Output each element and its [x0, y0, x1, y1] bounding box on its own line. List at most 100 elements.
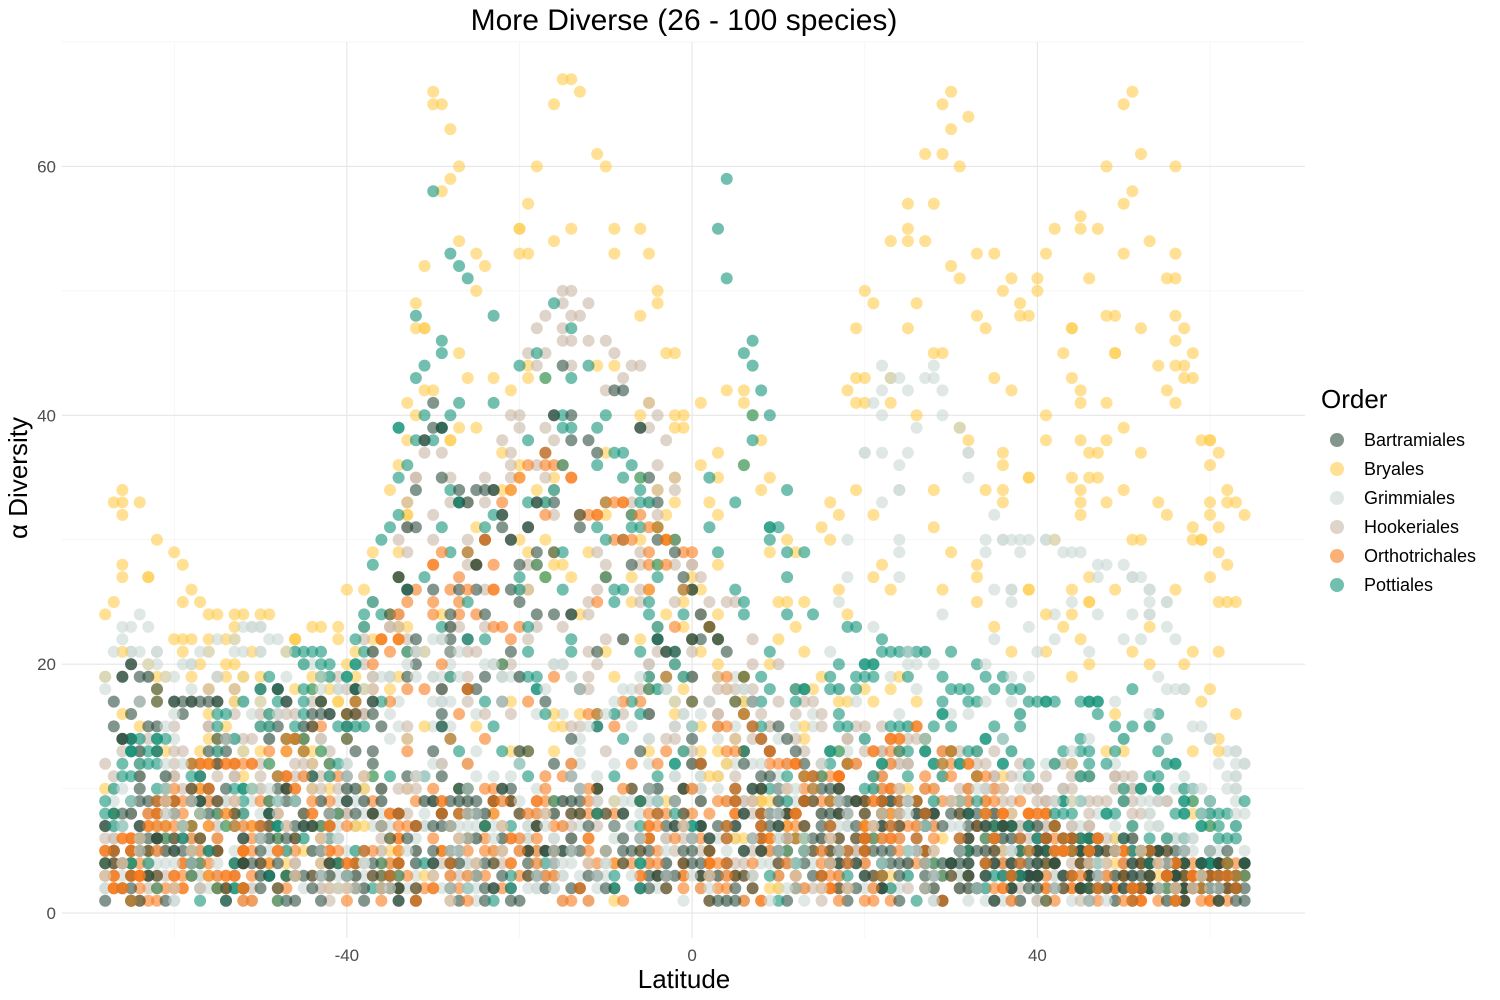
data-point [893, 533, 906, 546]
data-point [712, 869, 724, 882]
data-point [384, 683, 396, 696]
legend-label: Pottiales [1364, 575, 1433, 595]
data-point [228, 658, 241, 671]
data-point [366, 795, 379, 808]
data-point [1074, 222, 1087, 235]
data-point [1178, 782, 1191, 795]
data-point [116, 770, 129, 783]
data-point [297, 732, 310, 745]
data-point [401, 869, 414, 882]
data-point [1117, 745, 1130, 758]
data-point [418, 795, 431, 808]
data-point [237, 745, 250, 758]
data-point [496, 670, 509, 683]
data-point [1083, 844, 1096, 857]
data-point [1212, 894, 1225, 907]
data-point [151, 795, 163, 808]
data-point [133, 695, 146, 708]
data-point [504, 645, 517, 658]
data-point [496, 795, 509, 808]
data-point [1126, 882, 1139, 895]
data-point [962, 708, 975, 720]
data-point [936, 894, 949, 907]
data-point [151, 782, 163, 795]
data-point [228, 645, 241, 658]
data-point [867, 894, 880, 907]
data-point [832, 708, 845, 720]
data-point [720, 795, 733, 808]
data-point [608, 583, 621, 596]
data-point [289, 633, 302, 646]
data-point [220, 757, 232, 770]
data-point [194, 869, 207, 882]
y-tick-label: 20 [37, 655, 56, 674]
data-point [608, 807, 621, 820]
data-point [971, 844, 983, 857]
data-point [1204, 683, 1216, 696]
data-point [332, 720, 345, 733]
data-point [427, 832, 440, 845]
data-point [971, 757, 983, 770]
data-point [133, 869, 146, 882]
data-point [694, 832, 707, 845]
data-point [1186, 720, 1199, 733]
data-point [237, 894, 250, 907]
data-point [746, 683, 759, 696]
data-point [479, 832, 491, 845]
data-point [668, 421, 681, 434]
data-point [781, 546, 794, 559]
data-point [781, 857, 794, 870]
data-point [945, 869, 958, 882]
data-point [1005, 844, 1018, 857]
data-point [263, 720, 276, 733]
data-point [556, 297, 569, 310]
data-point [522, 645, 535, 658]
data-point [1065, 820, 1078, 832]
data-point [841, 795, 854, 808]
data-point [599, 384, 612, 397]
data-point [573, 882, 586, 895]
data-point [565, 571, 578, 584]
data-point [1186, 745, 1199, 758]
data-point [746, 782, 759, 795]
data-point [168, 795, 181, 808]
data-point [401, 583, 414, 596]
data-point [729, 832, 742, 845]
data-point [1065, 844, 1078, 857]
data-point [798, 720, 811, 733]
data-point [107, 882, 120, 895]
data-point [565, 73, 578, 86]
data-point [582, 359, 595, 372]
data-point [720, 596, 733, 608]
data-point [755, 894, 768, 907]
data-point [332, 795, 345, 808]
data-point [461, 546, 474, 559]
data-point [1100, 795, 1113, 808]
data-point [858, 446, 871, 459]
data-point [798, 894, 811, 907]
data-point [712, 471, 724, 484]
data-point [1005, 832, 1018, 845]
data-point [591, 782, 604, 795]
data-point [643, 496, 655, 509]
data-point [530, 820, 543, 832]
data-point [1048, 807, 1061, 820]
data-point [496, 508, 509, 521]
data-point [297, 832, 310, 845]
data-point [487, 508, 500, 521]
data-point [936, 820, 949, 832]
data-point [168, 782, 181, 795]
data-point [729, 795, 742, 808]
data-point [608, 670, 621, 683]
data-point [591, 869, 604, 882]
data-point [159, 782, 172, 795]
data-point [660, 795, 673, 808]
data-point [384, 832, 396, 845]
data-point [340, 882, 353, 895]
data-point [444, 869, 457, 882]
data-point [228, 683, 241, 696]
data-point [979, 857, 992, 870]
data-point [1065, 757, 1078, 770]
data-point [1083, 832, 1096, 845]
data-point [340, 894, 353, 907]
